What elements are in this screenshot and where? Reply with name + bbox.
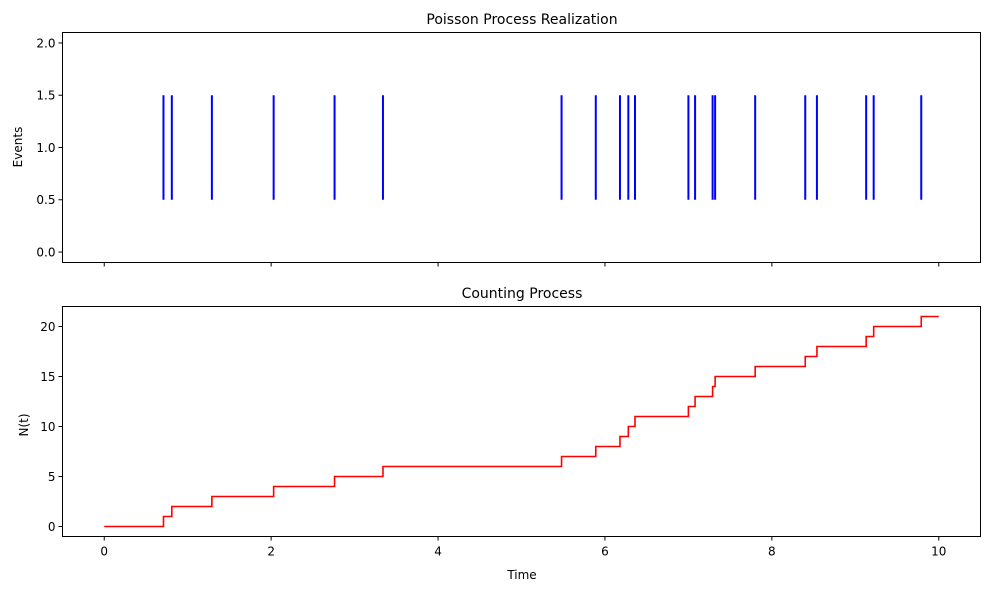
count-panel-xtick-label: 0: [100, 545, 108, 559]
events-panel-ytick-label: 0.0: [36, 245, 55, 259]
count-panel: Counting Process N(t) Time 0 5 10 15 20 0 2 4 6…: [17, 286, 981, 582]
count-panel-frame: [62, 306, 981, 537]
events-panel-ytick-label: 0.5: [36, 193, 55, 207]
events-panel: Poisson Process Realization Events 0.00.…: [11, 12, 981, 267]
count-step-line: [104, 315, 939, 528]
events-panel-yticks: 0.0 0.5 1.0 1.5 2.0: [36, 36, 63, 259]
events-panel-ytick-label: 2.0: [36, 36, 55, 50]
count-panel-xticks: 0 2 4 6 8 10: [100, 536, 946, 559]
count-panel-ytick-label: 5: [48, 470, 56, 484]
count-panel-ytick-label: 20: [40, 320, 55, 334]
events-panel-ylabel: Events: [11, 127, 25, 168]
events-panel-ytick-label: 1.0: [36, 141, 55, 155]
count-panel-xlabel: Time: [506, 568, 536, 582]
events-panel-xticks: [103, 262, 940, 267]
events-panel-frame: [62, 32, 981, 263]
count-panel-yticks: 0 5 10 15 20: [40, 320, 63, 534]
count-panel-ylabel: N(t): [17, 413, 31, 436]
events-panel-ytick-label: 1.5: [36, 89, 55, 103]
count-panel-xtick-label: 6: [601, 545, 609, 559]
count-panel-ytick-label: 15: [40, 370, 55, 384]
count-panel-xtick-label: 10: [931, 545, 946, 559]
count-panel-xtick-label: 4: [434, 545, 442, 559]
count-panel-title: Counting Process: [462, 286, 583, 302]
event-lines: [162, 95, 923, 200]
count-panel-xtick-label: 2: [267, 545, 275, 559]
count-panel-ytick-label: 0: [48, 520, 56, 534]
events-panel-title: Poisson Process Realization: [426, 12, 617, 28]
count-panel-ytick-label: 10: [40, 420, 55, 434]
count-panel-xtick-label: 8: [768, 545, 776, 559]
